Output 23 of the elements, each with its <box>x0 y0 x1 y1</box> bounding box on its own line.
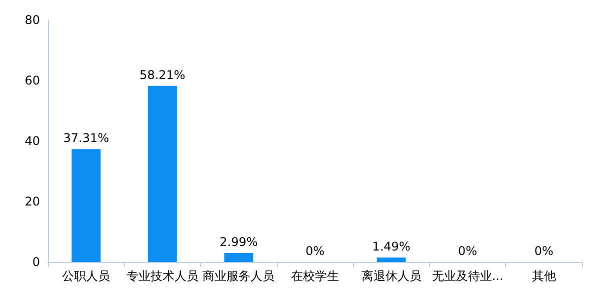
data-label: 0% <box>534 244 554 258</box>
x-tick-label: 公职人员 <box>62 269 110 283</box>
x-tick-label: 商业服务人员 <box>202 269 275 283</box>
data-label: 1.49% <box>372 239 410 254</box>
y-tick-label: 80 <box>24 13 40 27</box>
y-tick-label: 20 <box>24 194 40 208</box>
data-label: 58.21% <box>140 68 186 82</box>
y-tick-label: 60 <box>24 74 40 88</box>
y-tick-label: 40 <box>24 134 40 148</box>
data-label: 0% <box>458 244 478 258</box>
bar <box>72 149 101 262</box>
x-tick-label: 在校学生 <box>291 269 339 283</box>
bar <box>148 86 177 262</box>
bar <box>224 252 254 262</box>
bar <box>376 257 406 262</box>
x-tick-label: 离退休人员 <box>361 269 422 283</box>
y-tick-label: 0 <box>32 255 40 269</box>
x-tick-label: 无业及待业... <box>432 269 504 283</box>
data-label: 2.99% <box>220 234 258 249</box>
data-label: 37.31% <box>63 131 110 146</box>
x-tick-label: 其他 <box>532 269 556 283</box>
data-label: 0% <box>305 244 325 258</box>
x-tick-label: 专业技术人员 <box>126 269 198 283</box>
